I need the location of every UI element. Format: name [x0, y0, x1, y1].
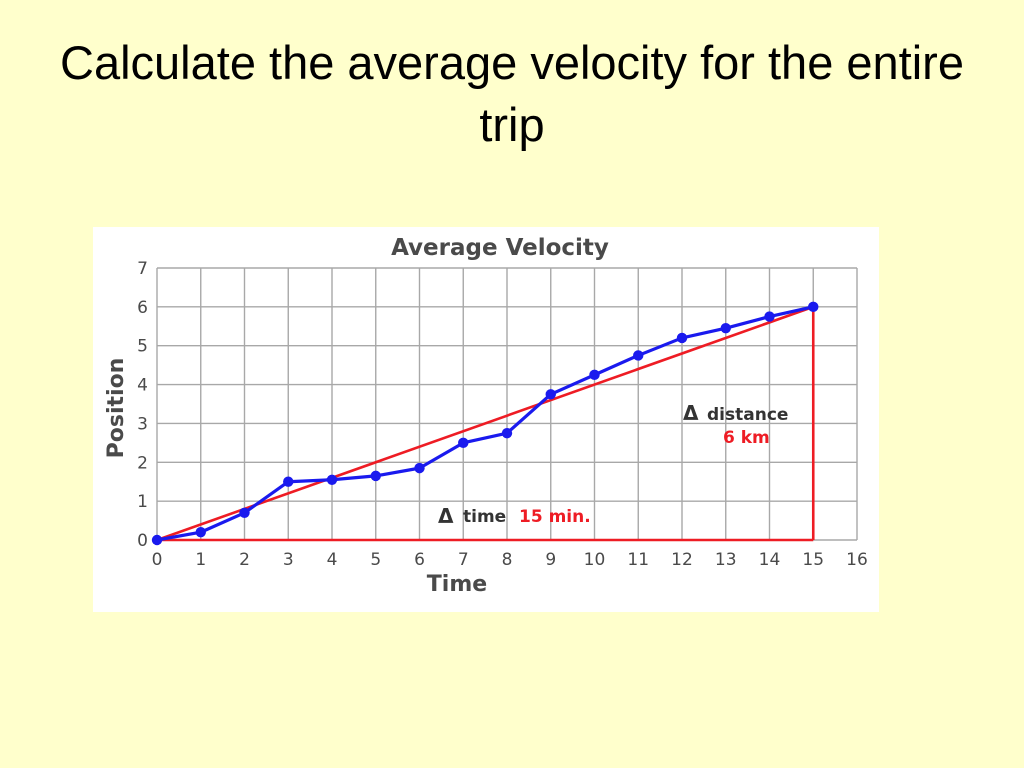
series-line — [156, 305, 814, 542]
x-tick-label: 15 — [802, 550, 824, 570]
x-tick-label: 5 — [370, 550, 381, 570]
y-tick-label: 6 — [137, 298, 148, 318]
time-value: 15 min. — [519, 507, 591, 527]
x-tick-label: 0 — [152, 550, 163, 570]
data-point — [370, 470, 381, 482]
y-tick-labels: 0 1 2 3 4 5 6 7 — [137, 259, 148, 551]
x-tick-label: 6 — [414, 550, 425, 570]
distance-label: distance — [707, 405, 788, 425]
x-tick-label: 10 — [584, 550, 606, 570]
average-line-segment — [156, 305, 814, 542]
data-point — [501, 427, 513, 439]
x-tick-label: 16 — [846, 550, 868, 570]
x-tick-label: 1 — [195, 550, 206, 570]
delta-legs — [157, 306, 815, 542]
average-velocity-line — [156, 305, 814, 542]
x-tick-label: 9 — [545, 550, 556, 570]
y-tick-label: 0 — [137, 531, 148, 551]
delta-symbol-distance: Δ — [683, 401, 699, 425]
data-point — [808, 301, 819, 313]
y-tick-label: 5 — [137, 337, 148, 357]
distance-value: 6 km — [723, 428, 770, 448]
position-series — [151, 301, 819, 546]
time-label: time — [463, 507, 506, 527]
x-tick-label: 3 — [283, 550, 294, 570]
x-tick-label: 14 — [759, 550, 781, 570]
delta-symbol-time: Δ — [438, 504, 454, 528]
chart-title: Average Velocity — [391, 235, 609, 261]
x-tick-label: 8 — [502, 550, 513, 570]
x-tick-label: 7 — [458, 550, 469, 570]
y-tick-label: 1 — [137, 492, 148, 512]
y-tick-label: 7 — [137, 259, 148, 279]
data-point — [326, 474, 338, 485]
x-axis-label: Time — [427, 572, 487, 597]
data-point — [633, 350, 644, 361]
data-point — [239, 507, 250, 518]
y-tick-label: 3 — [137, 414, 148, 434]
x-tick-label: 11 — [627, 550, 649, 570]
x-tick-label: 2 — [239, 550, 250, 570]
x-tick-label: 12 — [671, 550, 693, 570]
data-point — [458, 437, 469, 449]
y-axis-label: Position — [104, 358, 129, 459]
x-tick-label: 13 — [715, 550, 737, 570]
data-point — [195, 527, 206, 538]
data-point — [414, 462, 425, 474]
y-tick-label: 2 — [137, 453, 148, 473]
data-point — [720, 323, 731, 334]
distance-annotation: Δ distance 6 km — [683, 401, 788, 448]
data-point — [283, 476, 294, 487]
x-tick-label: 4 — [327, 550, 338, 570]
data-point — [589, 369, 600, 381]
slide-title: Calculate the average velocity for the e… — [60, 36, 964, 151]
x-tick-labels: 0 1 2 3 4 5 6 7 8 9 10 11 12 13 14 15 16 — [152, 550, 868, 570]
data-point — [676, 332, 688, 344]
time-annotation: Δ time 15 min. — [438, 504, 591, 528]
data-point — [151, 534, 163, 546]
y-tick-label: 4 — [137, 376, 148, 396]
data-point — [764, 311, 775, 322]
data-point — [545, 389, 556, 400]
